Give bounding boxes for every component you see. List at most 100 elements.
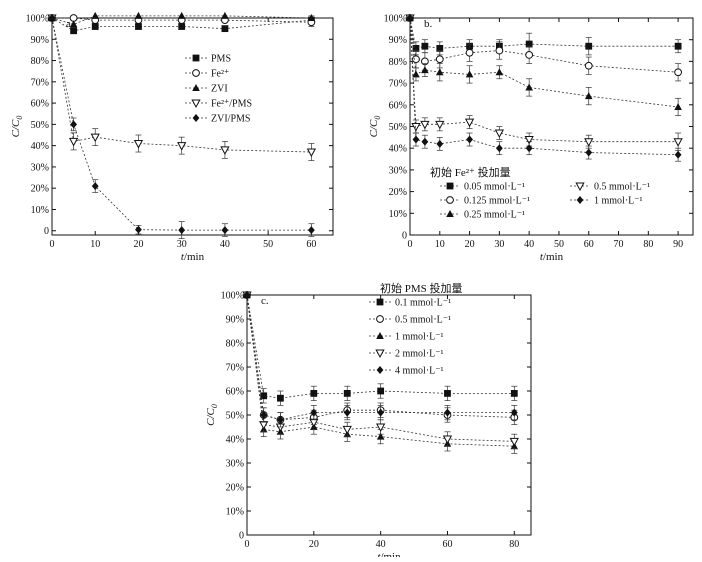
point-a-2-6 bbox=[307, 14, 316, 21]
point-a-4-5 bbox=[221, 226, 229, 235]
legend-marker-a-1 bbox=[192, 69, 200, 77]
point-c-0-3 bbox=[310, 390, 318, 397]
legend-item-a-3: Fe²⁺/PMS bbox=[185, 99, 252, 110]
point-a-0-4 bbox=[178, 23, 186, 30]
x-tick-label-b-3: 30 bbox=[494, 239, 504, 250]
legend-marker-a-4 bbox=[192, 114, 200, 122]
y-axis-label-a: C/C0 bbox=[10, 116, 24, 138]
point-c-3-6 bbox=[442, 435, 453, 445]
panel-b: 0 10 20 30 40 50 60 70 80 90 0 10% 20% 30% 40% 50% 60% 70… bbox=[368, 14, 694, 263]
legend-title-c: 初始 PMS 投加量 bbox=[380, 281, 463, 295]
x-tick-label-c-1: 20 bbox=[309, 539, 319, 550]
legend-item-b-2: 0.25 mmol·L⁻¹ bbox=[440, 210, 525, 221]
y-tick-label-a-8: 80% bbox=[31, 56, 49, 67]
legend-label-c-1: 0.5 mmol·L⁻¹ bbox=[395, 315, 451, 326]
series-b-3 bbox=[405, 14, 683, 151]
series-b-4 bbox=[406, 14, 682, 162]
point-a-2-2 bbox=[91, 11, 100, 19]
point-b-4-2 bbox=[421, 137, 429, 146]
series-c-4 bbox=[243, 291, 518, 428]
point-c-4-1 bbox=[260, 411, 268, 419]
point-a-1-1 bbox=[69, 14, 78, 22]
point-b-4-3 bbox=[436, 139, 444, 148]
point-b-2-3 bbox=[435, 68, 444, 76]
series-b-1 bbox=[406, 14, 683, 82]
y-axis-label-c: C/C0 bbox=[205, 404, 219, 426]
y-tick-label-c-9: 90% bbox=[226, 315, 244, 326]
point-c-0-4 bbox=[343, 390, 351, 397]
y-tick-label-c-7: 70% bbox=[226, 363, 244, 374]
x-tick-label-b-1: 10 bbox=[435, 239, 445, 250]
x-tick-label-c-2: 40 bbox=[376, 539, 386, 550]
y-tick-label-b-5: 50% bbox=[389, 122, 407, 133]
point-a-0-2 bbox=[91, 23, 99, 30]
legend-label-c-2: 1 mmol·L⁻¹ bbox=[395, 332, 444, 343]
point-b-1-6 bbox=[525, 50, 534, 59]
point-b-2-6 bbox=[525, 83, 533, 91]
series-line-b-4 bbox=[409, 17, 679, 156]
point-b-4-6 bbox=[525, 144, 533, 153]
legend-marker-c-2 bbox=[376, 332, 384, 339]
y-tick-label-c-8: 80% bbox=[226, 339, 244, 350]
point-b-2-4 bbox=[465, 70, 474, 78]
point-b-2-1 bbox=[412, 70, 420, 78]
x-axis-label-a: t/min bbox=[181, 251, 205, 263]
y-tick-label-b-10: 100% bbox=[384, 14, 407, 25]
point-c-0-5 bbox=[377, 387, 385, 395]
series-line-c-4 bbox=[246, 294, 515, 421]
point-c-0-2 bbox=[277, 394, 284, 402]
x-tick-label-a-1: 10 bbox=[90, 239, 100, 250]
x-axis-label-c: t/min bbox=[377, 551, 401, 557]
legend-marker-b-4 bbox=[576, 196, 584, 204]
y-tick-label-b-9: 90% bbox=[389, 35, 407, 46]
y-tick-label-c-5: 50% bbox=[226, 411, 244, 422]
point-b-0-3 bbox=[436, 44, 444, 52]
y-tick-label-a-0: 0 bbox=[44, 226, 49, 237]
legend-label-a-3: Fe²⁺/PMS bbox=[211, 99, 252, 110]
legend-label-b-3: 0.5 mmol·L⁻¹ bbox=[594, 182, 650, 193]
legend-item-a-0: PMS bbox=[185, 54, 231, 65]
point-a-3-5 bbox=[220, 146, 230, 155]
y-tick-label-a-2: 20% bbox=[31, 184, 49, 195]
legend-marker-a-3 bbox=[191, 99, 201, 109]
point-b-3-4 bbox=[464, 118, 475, 128]
point-b-3-7 bbox=[584, 138, 594, 147]
legend-marker-b-2 bbox=[446, 210, 454, 217]
point-b-1-5 bbox=[495, 46, 504, 55]
legend-marker-c-1 bbox=[376, 315, 384, 323]
legend-item-a-1: Fe²⁺ bbox=[185, 69, 229, 80]
point-a-0-5 bbox=[221, 25, 229, 33]
series-b-0 bbox=[406, 14, 682, 56]
point-c-2-5 bbox=[376, 432, 385, 440]
y-tick-label-a-9: 90% bbox=[31, 35, 49, 46]
legend-item-b-0: 0.05 mmol·L⁻¹ bbox=[440, 182, 525, 193]
point-b-3-3 bbox=[435, 120, 445, 130]
series-line-c-2 bbox=[246, 294, 515, 447]
legend-item-b-1: 0.125 mmol·L⁻¹ bbox=[440, 196, 530, 207]
point-b-1-7 bbox=[584, 61, 593, 70]
y-tick-label-c-3: 30% bbox=[226, 459, 244, 470]
panel-label-a: a. bbox=[66, 18, 74, 30]
point-c-4-6 bbox=[444, 408, 451, 417]
point-b-3-6 bbox=[524, 136, 534, 145]
x-tick-label-b-5: 50 bbox=[554, 239, 564, 250]
point-b-4-8 bbox=[674, 150, 682, 159]
point-a-3-6 bbox=[306, 148, 317, 158]
series-line-c-3 bbox=[246, 294, 515, 442]
legend-label-a-4: ZVI/PMS bbox=[211, 114, 250, 125]
series-line-a-4 bbox=[51, 17, 312, 231]
series-line-b-3 bbox=[409, 17, 679, 143]
series-line-b-2 bbox=[409, 17, 679, 108]
y-tick-label-a-4: 40% bbox=[31, 141, 49, 152]
point-b-4-4 bbox=[466, 135, 473, 144]
legend-item-c-3: 2 mmol·L⁻¹ bbox=[369, 349, 444, 360]
legend-label-a-1: Fe²⁺ bbox=[211, 69, 229, 80]
series-a-4 bbox=[48, 14, 315, 239]
legend-marker-c-0 bbox=[376, 298, 384, 306]
point-b-2-7 bbox=[584, 92, 593, 100]
point-b-4-7 bbox=[585, 148, 593, 157]
x-tick-label-a-6: 60 bbox=[306, 239, 316, 250]
y-tick-label-a-10: 100% bbox=[26, 14, 49, 25]
legend-item-c-1: 0.5 mmol·L⁻¹ bbox=[369, 315, 451, 326]
y-tick-label-c-6: 60% bbox=[226, 387, 244, 398]
